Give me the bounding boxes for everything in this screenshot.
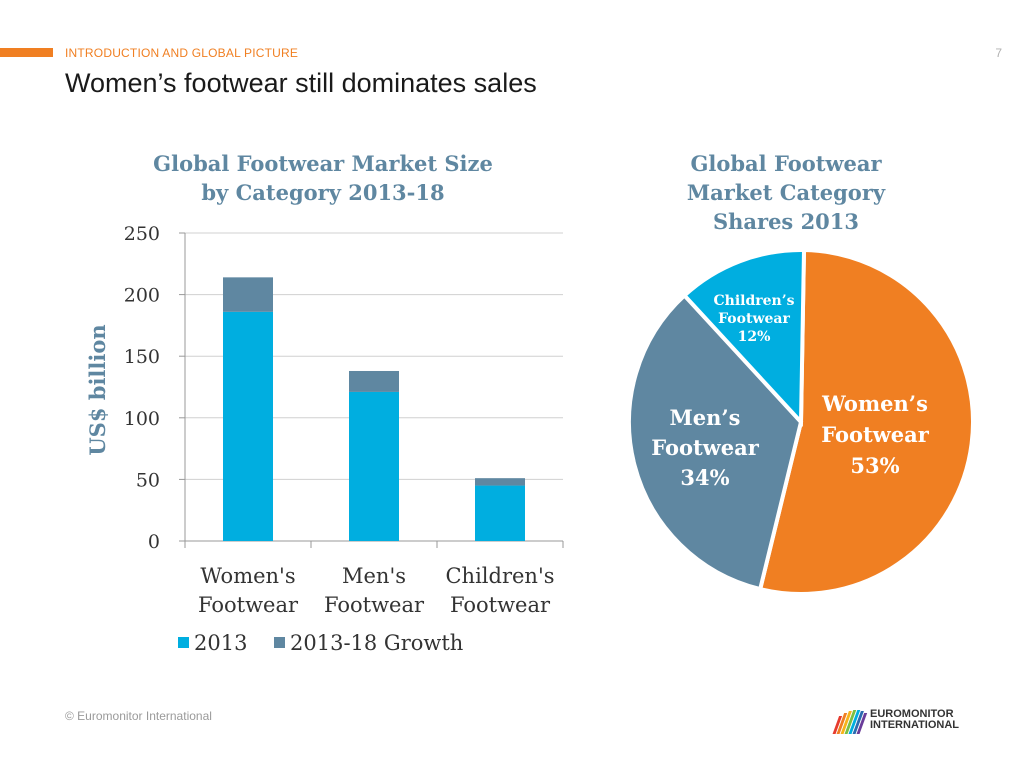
bar-growth	[475, 478, 525, 486]
pie-slice-label: Men’s	[669, 405, 740, 430]
y-axis-label: US$ billion	[85, 324, 110, 455]
y-tick-label: 100	[124, 408, 160, 430]
page-title: Women’s footwear still dominates sales	[65, 68, 537, 98]
section-label: INTRODUCTION AND GLOBAL PICTURE	[65, 46, 299, 60]
logo-line2: INTERNATIONAL	[870, 719, 960, 731]
pie-chart-title: Market Category	[687, 180, 886, 205]
pie-slice-label: Women’s	[821, 391, 928, 416]
bar-2013	[349, 391, 399, 541]
bar-growth	[223, 277, 273, 312]
pie-slice-label: Footwear	[821, 422, 930, 447]
page-number: 7	[995, 46, 1002, 60]
pie-slice-label: Children’s	[714, 293, 795, 309]
y-tick-label: 0	[148, 531, 160, 553]
pie-slice-label: Footwear	[718, 311, 790, 327]
x-category-label: Footwear	[198, 593, 299, 617]
y-tick-label: 250	[124, 223, 160, 245]
x-category-label: Women's	[200, 564, 295, 588]
x-category-label: Men's	[342, 564, 406, 588]
bar-growth	[349, 370, 399, 392]
y-tick-label: 50	[136, 469, 160, 491]
pie-slice	[757, 247, 975, 596]
bar-chart-title: by Category 2013-18	[201, 180, 444, 205]
pie-slice-label: Footwear	[651, 435, 760, 460]
logo-line1: EUROMONITOR	[870, 708, 954, 720]
euromonitor-logo-icon	[832, 710, 868, 734]
bar-chart-title: Global Footwear Market Size	[153, 151, 493, 176]
bar-2013	[223, 311, 273, 541]
y-tick-label: 200	[124, 285, 160, 307]
x-category-label: Children's	[445, 564, 554, 588]
pie-slice	[681, 248, 807, 428]
x-category-label: Footwear	[324, 593, 425, 617]
bar-2013	[475, 485, 525, 541]
copyright: © Euromonitor International	[65, 709, 212, 723]
pie-slice-label: 34%	[680, 465, 729, 490]
pie-slice-label: 53%	[850, 453, 899, 478]
x-category-label: Footwear	[450, 593, 551, 617]
legend-swatch	[178, 637, 189, 648]
pie-chart-title: Shares 2013	[713, 209, 859, 234]
legend-label: 2013-18 Growth	[290, 631, 463, 655]
logo-text: EUROMONITOR INTERNATIONAL	[870, 709, 959, 731]
pie-chart-title: Global Footwear	[690, 151, 882, 176]
y-tick-label: 150	[124, 346, 160, 368]
legend-swatch	[274, 637, 285, 648]
legend-label: 2013	[194, 631, 247, 655]
pie-slice-label: 12%	[738, 329, 771, 345]
accent-bar	[0, 48, 53, 57]
pie-slice	[627, 292, 804, 592]
